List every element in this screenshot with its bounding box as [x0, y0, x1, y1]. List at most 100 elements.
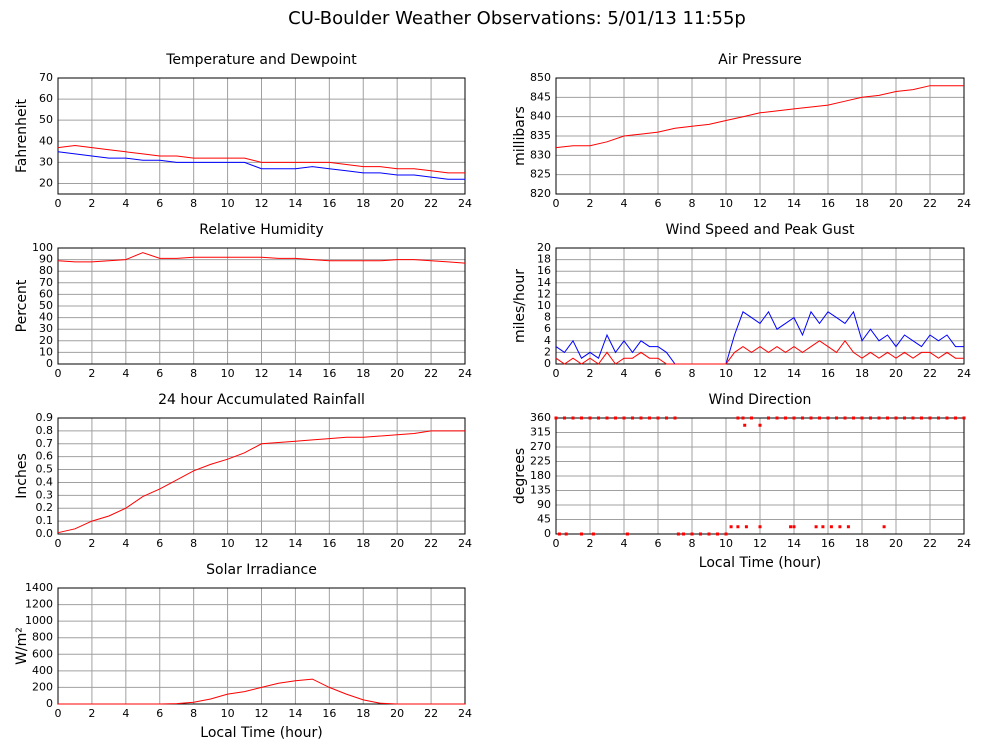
x-axis-label: Local Time (hour) — [699, 555, 821, 571]
x-tick-label: 18 — [855, 197, 869, 210]
y-tick-label: 0.4 — [36, 475, 54, 488]
y-tick-label: 0.0 — [36, 527, 54, 540]
x-tick-label: 16 — [821, 537, 835, 550]
x-tick-label: 10 — [719, 367, 733, 380]
x-tick-label: 20 — [390, 537, 404, 550]
data-point — [750, 416, 753, 420]
x-tick-label: 16 — [322, 367, 336, 380]
data-point — [846, 525, 850, 529]
y-tick-label: 70 — [39, 71, 53, 84]
x-tick-label: 12 — [753, 197, 767, 210]
x-tick-label: 20 — [390, 367, 404, 380]
data-point — [639, 416, 643, 420]
data-point — [580, 532, 583, 536]
x-tick-label: 8 — [190, 537, 197, 550]
data-line — [555, 85, 964, 149]
data-point — [826, 416, 830, 420]
y-tick-label: 0 — [544, 357, 551, 370]
y-tick-label: 400 — [32, 664, 53, 677]
y-tick-label: 20 — [39, 334, 53, 347]
y-axis-label: degrees — [512, 448, 528, 504]
data-point — [886, 416, 889, 420]
y-tick-label: 1200 — [25, 598, 53, 611]
x-tick-label: 10 — [221, 197, 235, 210]
x-tick-label: 6 — [655, 367, 662, 380]
data-point — [818, 416, 821, 420]
y-tick-label: 60 — [39, 92, 53, 105]
y-tick-label: 180 — [530, 469, 551, 482]
data-point — [554, 416, 558, 420]
data-point — [564, 532, 568, 536]
y-tick-label: 845 — [530, 90, 551, 103]
data-point — [814, 525, 818, 529]
x-tick-label: 12 — [255, 367, 269, 380]
x-tick-label: 2 — [587, 197, 594, 210]
y-tick-label: 40 — [39, 311, 53, 324]
y-tick-label: 10 — [39, 345, 53, 358]
y-axis-label: miles/hour — [512, 269, 528, 343]
data-point — [792, 416, 796, 420]
x-tick-label: 2 — [587, 367, 594, 380]
x-tick-label: 20 — [390, 707, 404, 720]
x-tick-label: 14 — [787, 537, 801, 550]
x-tick-label: 22 — [424, 367, 438, 380]
x-tick-label: 20 — [889, 367, 903, 380]
chart-title: 24 hour Accumulated Rainfall — [158, 392, 365, 408]
plot-frame — [57, 247, 466, 365]
x-tick-label: 10 — [221, 537, 235, 550]
y-tick-label: 850 — [530, 71, 551, 84]
x-tick-label: 6 — [156, 197, 163, 210]
y-tick-label: 90 — [537, 498, 551, 511]
data-point — [869, 416, 872, 420]
data-point — [758, 423, 762, 427]
data-point — [741, 416, 745, 420]
x-tick-label: 8 — [689, 537, 696, 550]
data-line — [57, 151, 465, 180]
plot-frame — [555, 417, 965, 535]
y-tick-label: 0 — [544, 527, 551, 540]
x-axis-label: Local Time (hour) — [200, 725, 322, 741]
x-tick-label: 10 — [221, 707, 235, 720]
x-tick-label: 8 — [190, 707, 197, 720]
data-point — [588, 416, 592, 420]
x-tick-label: 20 — [889, 197, 903, 210]
x-tick-label: 6 — [156, 537, 163, 550]
data-point — [877, 416, 881, 420]
y-tick-label: 830 — [530, 148, 551, 161]
y-tick-label: 50 — [39, 299, 53, 312]
x-tick-label: 22 — [424, 197, 438, 210]
x-tick-label: 4 — [122, 197, 129, 210]
data-point — [614, 416, 617, 420]
data-point — [699, 532, 702, 536]
x-tick-label: 2 — [88, 367, 95, 380]
y-axis-label: W/m² — [14, 627, 30, 665]
x-tick-label: 0 — [553, 537, 560, 550]
x-tick-label: 4 — [122, 707, 129, 720]
x-tick-label: 18 — [356, 537, 370, 550]
chart-title: Wind Speed and Peak Gust — [666, 222, 855, 238]
y-tick-label: 18 — [537, 253, 551, 266]
data-point — [622, 416, 626, 420]
y-tick-label: 315 — [530, 426, 551, 439]
data-point — [843, 416, 847, 420]
x-tick-label: 4 — [621, 367, 628, 380]
x-tick-label: 22 — [424, 707, 438, 720]
y-tick-label: 16 — [537, 264, 551, 277]
chart-title: Solar Irradiance — [206, 562, 317, 578]
x-tick-label: 18 — [855, 367, 869, 380]
data-line — [555, 339, 964, 365]
data-point — [903, 416, 906, 420]
data-point — [571, 416, 575, 420]
data-point — [631, 416, 634, 420]
y-tick-label: 100 — [32, 241, 53, 254]
y-tick-label: 0.1 — [36, 514, 54, 527]
y-tick-label: 800 — [32, 631, 53, 644]
x-tick-label: 0 — [553, 197, 560, 210]
data-point — [894, 416, 898, 420]
data-point — [736, 525, 740, 529]
y-tick-label: 40 — [39, 134, 53, 147]
x-tick-label: 14 — [288, 707, 302, 720]
x-tick-label: 18 — [356, 367, 370, 380]
